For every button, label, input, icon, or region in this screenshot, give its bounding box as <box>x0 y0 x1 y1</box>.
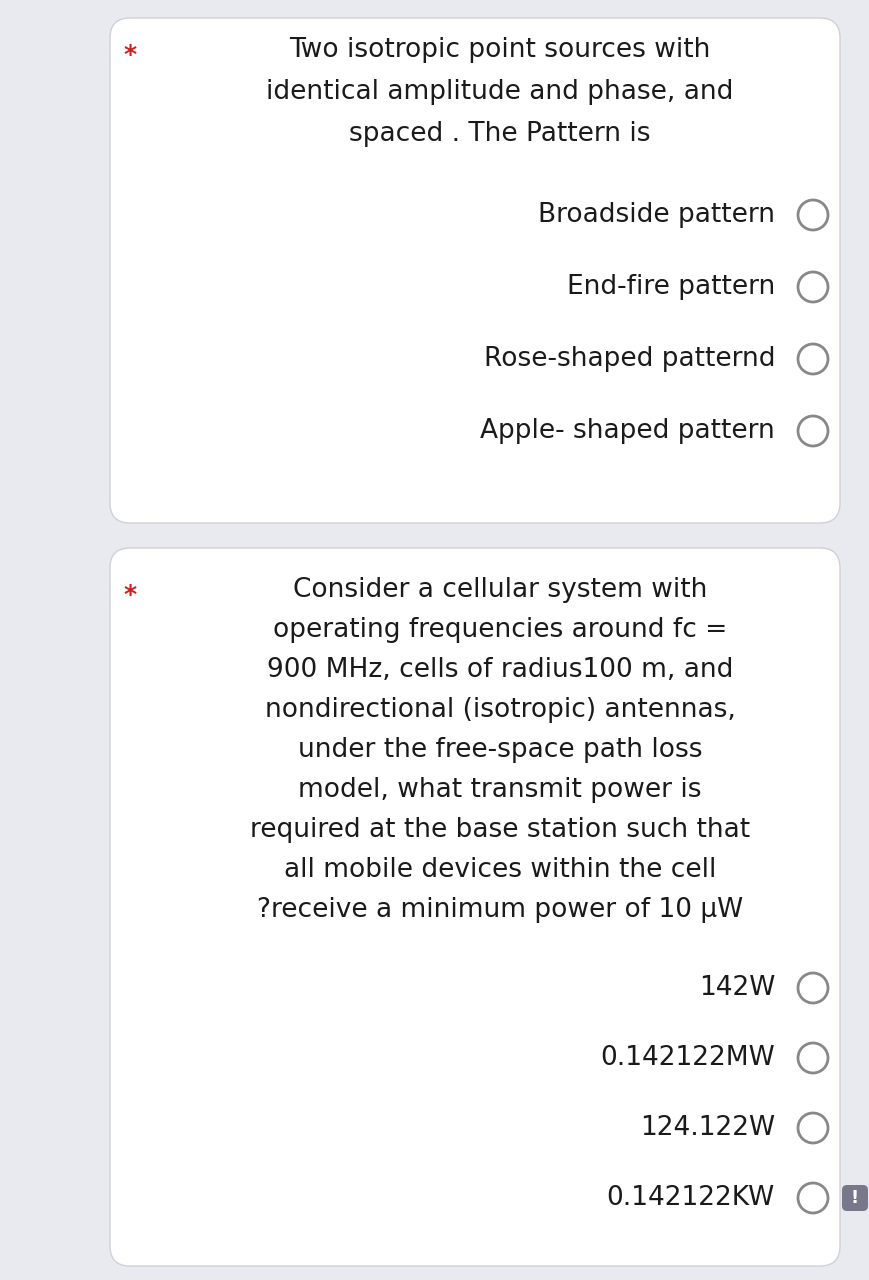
Text: *: * <box>123 582 136 607</box>
Text: model, what transmit power is: model, what transmit power is <box>298 777 702 803</box>
FancyBboxPatch shape <box>842 1185 868 1211</box>
Text: Rose-shaped patternd: Rose-shaped patternd <box>483 346 775 372</box>
Text: 900 MHz, cells of radius100 m, and: 900 MHz, cells of radius100 m, and <box>267 657 733 684</box>
Text: 0.142122MW: 0.142122MW <box>600 1044 775 1071</box>
Text: nondirectional (isotropic) antennas,: nondirectional (isotropic) antennas, <box>264 698 735 723</box>
FancyBboxPatch shape <box>110 548 840 1266</box>
Text: *: * <box>123 44 136 67</box>
Text: spaced . The Pattern is: spaced . The Pattern is <box>349 122 651 147</box>
Text: Consider a cellular system with: Consider a cellular system with <box>293 577 707 603</box>
Text: operating frequencies around fc =: operating frequencies around fc = <box>273 617 727 643</box>
Circle shape <box>798 416 828 445</box>
Text: under the free-space path loss: under the free-space path loss <box>298 737 702 763</box>
Circle shape <box>798 1114 828 1143</box>
FancyBboxPatch shape <box>110 18 840 524</box>
Text: all mobile devices within the cell: all mobile devices within the cell <box>284 858 716 883</box>
Circle shape <box>798 1043 828 1073</box>
Text: Two isotropic point sources with: Two isotropic point sources with <box>289 37 711 63</box>
Text: 124.122W: 124.122W <box>640 1115 775 1140</box>
Text: required at the base station such that: required at the base station such that <box>250 817 750 844</box>
Text: 142W: 142W <box>699 975 775 1001</box>
Circle shape <box>798 344 828 374</box>
Text: ?receive a minimum power of 10 μW: ?receive a minimum power of 10 μW <box>257 897 743 923</box>
Text: !: ! <box>851 1189 859 1207</box>
Circle shape <box>798 1183 828 1213</box>
Circle shape <box>798 271 828 302</box>
Circle shape <box>798 200 828 230</box>
Text: Apple- shaped pattern: Apple- shaped pattern <box>481 419 775 444</box>
Text: 0.142122KW: 0.142122KW <box>607 1185 775 1211</box>
Text: identical amplitude and phase, and: identical amplitude and phase, and <box>266 79 733 105</box>
Text: Broadside pattern: Broadside pattern <box>538 202 775 228</box>
Text: End-fire pattern: End-fire pattern <box>567 274 775 300</box>
Circle shape <box>798 973 828 1004</box>
